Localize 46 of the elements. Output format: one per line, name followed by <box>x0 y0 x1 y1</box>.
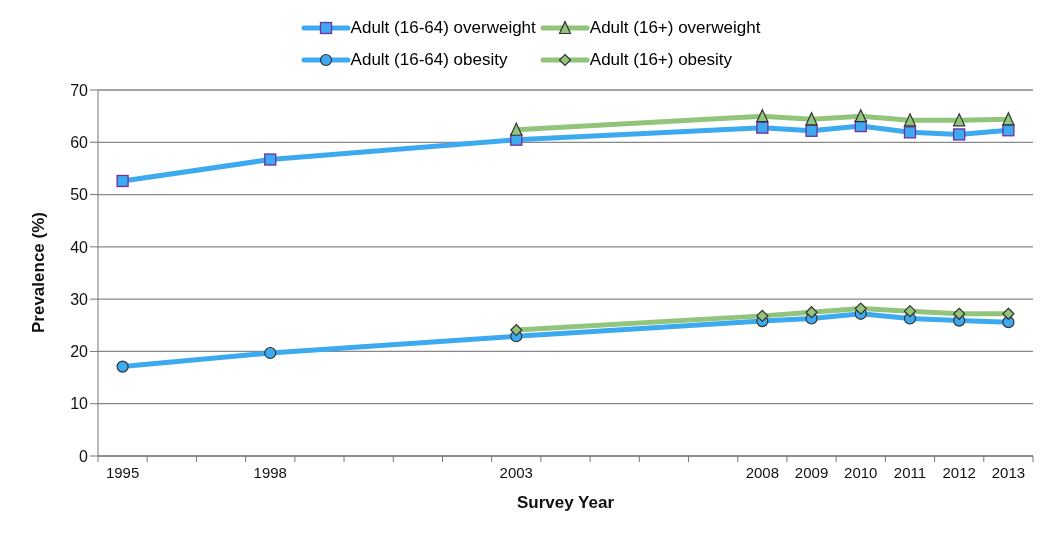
x-tick-label: 1998 <box>253 464 287 481</box>
point <box>953 307 966 320</box>
legend-label: Adult (16+) obesity <box>589 50 733 70</box>
y-tick-label: 20 <box>70 343 89 361</box>
x-tick-label: 2010 <box>844 464 878 481</box>
legend-label: Adult (16-64) overweight <box>350 18 536 38</box>
point <box>756 109 769 123</box>
point <box>1002 307 1015 320</box>
y-tick-label: 40 <box>70 238 89 256</box>
point <box>264 153 277 166</box>
point <box>854 109 867 123</box>
legend-label: Adult (16-64) obesity <box>350 50 508 70</box>
point <box>510 323 523 337</box>
x-tick-label: 1995 <box>105 464 140 481</box>
point <box>805 306 818 319</box>
x-tick-label: 2003 <box>499 464 533 481</box>
point <box>903 126 917 139</box>
point <box>756 309 769 322</box>
point <box>756 121 769 134</box>
y-tick-label: 50 <box>70 186 89 204</box>
point <box>854 302 867 315</box>
point <box>903 305 917 318</box>
y-tick-label: 30 <box>70 290 89 308</box>
y-tick-label: 0 <box>79 447 89 465</box>
point <box>264 346 277 360</box>
y-tick-label: 60 <box>70 133 89 151</box>
point <box>510 122 523 136</box>
x-tick-label: 2009 <box>794 464 829 481</box>
point <box>116 360 129 373</box>
point <box>805 112 818 126</box>
point <box>116 174 129 188</box>
y-tick-label: 10 <box>70 395 89 413</box>
y-axis-title: Prevalence (%) <box>29 212 49 333</box>
y-tick-label: 70 <box>70 81 89 99</box>
x-tick-label: 2012 <box>942 464 976 481</box>
point <box>953 113 966 127</box>
point <box>953 128 966 141</box>
x-axis-title: Survey Year <box>516 493 615 512</box>
x-tick-label: 2008 <box>745 464 780 481</box>
x-tick-label: 2013 <box>991 464 1026 481</box>
point <box>1002 112 1015 126</box>
legend-label: Adult (16+) overweight <box>589 18 761 38</box>
point <box>1002 124 1015 137</box>
point <box>805 124 818 137</box>
x-tick-label: 2011 <box>893 464 927 481</box>
point <box>903 113 917 127</box>
